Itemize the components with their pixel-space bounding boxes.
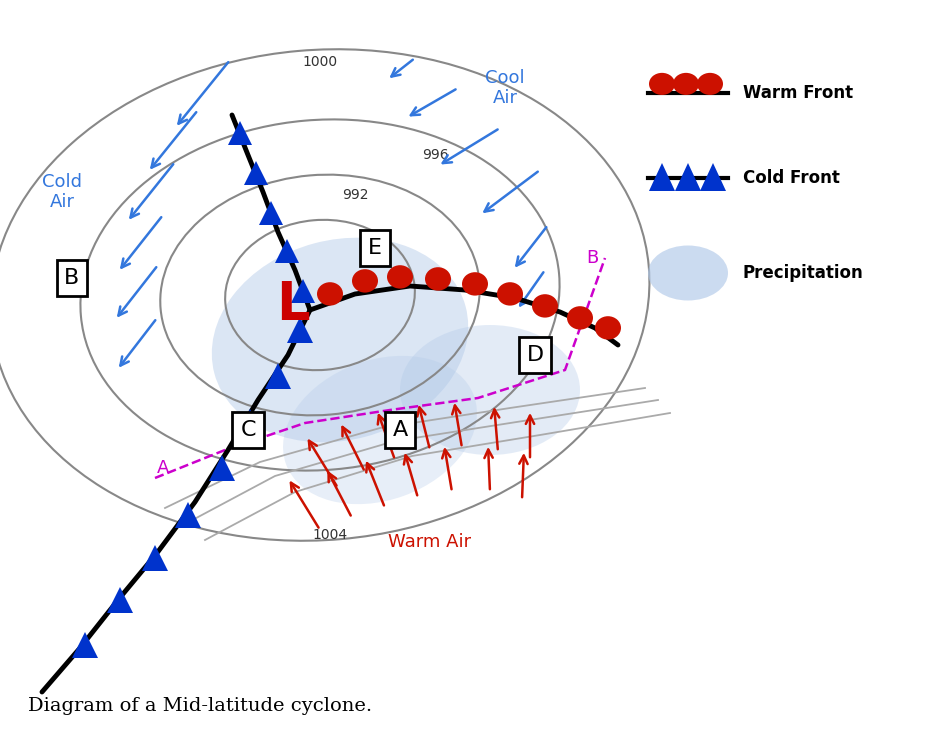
- Ellipse shape: [497, 283, 523, 305]
- Polygon shape: [259, 201, 283, 225]
- Text: D: D: [527, 345, 544, 365]
- Polygon shape: [209, 455, 235, 481]
- Ellipse shape: [649, 73, 675, 95]
- Polygon shape: [107, 587, 133, 613]
- Text: L: L: [276, 279, 310, 331]
- Ellipse shape: [283, 356, 477, 504]
- Polygon shape: [675, 163, 701, 191]
- Polygon shape: [72, 632, 98, 658]
- Ellipse shape: [697, 73, 723, 95]
- Polygon shape: [265, 363, 291, 389]
- Ellipse shape: [595, 316, 621, 340]
- Ellipse shape: [425, 267, 451, 291]
- Ellipse shape: [387, 265, 413, 288]
- Ellipse shape: [462, 272, 488, 296]
- Text: E: E: [368, 238, 382, 258]
- Text: Cold Front: Cold Front: [743, 169, 840, 187]
- Text: 1000: 1000: [303, 55, 337, 69]
- Text: 996: 996: [421, 148, 448, 162]
- Polygon shape: [649, 163, 675, 191]
- Polygon shape: [291, 279, 315, 303]
- Text: Warm Air: Warm Air: [389, 533, 472, 551]
- Polygon shape: [287, 317, 313, 343]
- Text: Diagram of a Mid-latitude cyclone.: Diagram of a Mid-latitude cyclone.: [28, 697, 372, 715]
- Polygon shape: [228, 121, 252, 145]
- Ellipse shape: [212, 238, 468, 442]
- Text: C: C: [240, 420, 256, 440]
- Text: Cold
Air: Cold Air: [42, 173, 82, 212]
- Polygon shape: [175, 502, 201, 528]
- Text: Warm Front: Warm Front: [743, 84, 853, 102]
- Text: B: B: [64, 268, 79, 288]
- Text: B: B: [586, 249, 598, 267]
- Ellipse shape: [648, 245, 728, 301]
- Polygon shape: [700, 163, 726, 191]
- Ellipse shape: [352, 269, 378, 293]
- Text: A: A: [157, 459, 169, 477]
- Ellipse shape: [567, 306, 593, 329]
- Text: Precipitation: Precipitation: [743, 264, 864, 282]
- Text: A: A: [392, 420, 407, 440]
- Ellipse shape: [532, 294, 558, 318]
- Polygon shape: [275, 239, 299, 263]
- Polygon shape: [142, 545, 168, 571]
- Text: 992: 992: [342, 188, 368, 202]
- Polygon shape: [244, 161, 268, 185]
- Text: Cool
Air: Cool Air: [485, 69, 525, 108]
- Ellipse shape: [673, 73, 699, 95]
- Polygon shape: [237, 409, 263, 435]
- Ellipse shape: [317, 283, 343, 305]
- Text: 1004: 1004: [313, 528, 347, 542]
- Ellipse shape: [400, 325, 580, 455]
